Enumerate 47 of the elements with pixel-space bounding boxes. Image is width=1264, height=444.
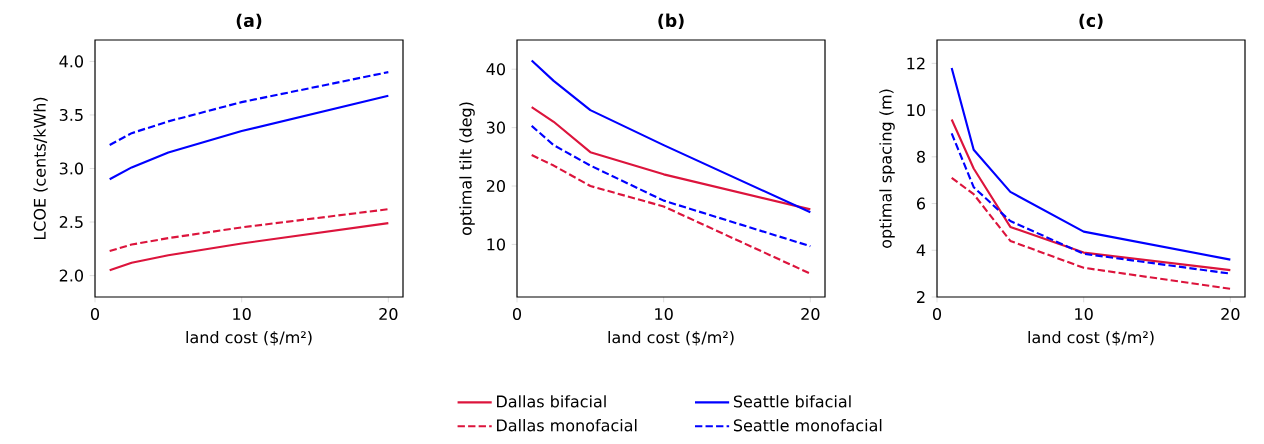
x-tick-label: 20	[801, 307, 820, 321]
chart-title: (c)	[1079, 13, 1103, 30]
y-tick-label: 40	[486, 63, 506, 76]
line-series	[950, 66, 1232, 261]
x-tick-label: 0	[90, 307, 100, 321]
y-tick-label: 10	[487, 238, 506, 251]
line-series	[530, 59, 812, 214]
x-tick-label: 10	[1075, 307, 1093, 321]
x-tick-label: 20	[1221, 307, 1240, 321]
line-series	[950, 176, 1232, 290]
y-tick-label: 30	[486, 121, 506, 134]
legend-label: Seattle bifacial	[733, 395, 851, 408]
y-tick-label: 10	[907, 104, 926, 117]
chart-title: (a)	[236, 13, 262, 30]
y-tick-label: 4	[916, 244, 926, 257]
x-tick-label: 0	[932, 307, 942, 321]
x-axis-title: land cost ($/m²)	[1028, 330, 1154, 346]
line-series	[530, 124, 812, 248]
line-series	[530, 154, 812, 275]
legend-label: Dallas monofacial	[497, 419, 637, 432]
line-series	[108, 222, 390, 272]
y-tick-label: 2.5	[59, 215, 83, 229]
y-tick-label: 3.0	[59, 162, 84, 175]
y-tick-label: 3.5	[59, 108, 83, 122]
y-tick-label: 20	[486, 179, 506, 193]
x-tick-label: 0	[512, 307, 522, 321]
y-tick-label: 6	[917, 197, 926, 210]
y-axis-title: LCOE (cents/kWh)	[33, 97, 48, 240]
line-series	[108, 71, 390, 147]
legend-label: Dallas bifacial	[497, 395, 606, 408]
y-tick-label: 2.0	[59, 269, 84, 282]
x-axis-title: land cost ($/m²)	[608, 330, 734, 346]
y-axis-title: optimal tilt (deg)	[459, 102, 475, 235]
x-axis-title: land cost ($/m²)	[186, 330, 312, 346]
line-series	[108, 94, 390, 181]
x-tick-label: 10	[233, 307, 251, 321]
line-series	[530, 106, 812, 211]
y-tick-label: 2	[917, 291, 925, 303]
line-series	[108, 208, 390, 253]
chart-title: (b)	[658, 13, 684, 30]
y-tick-label: 8	[916, 150, 925, 163]
y-axis-title: optimal spacing (m)	[879, 89, 895, 248]
x-tick-label: 10	[655, 307, 673, 321]
legend-label: Seattle monofacial	[733, 419, 882, 432]
x-tick-label: 20	[379, 307, 398, 321]
y-tick-label: 12	[907, 57, 925, 70]
y-tick-label: 4.0	[59, 55, 84, 68]
